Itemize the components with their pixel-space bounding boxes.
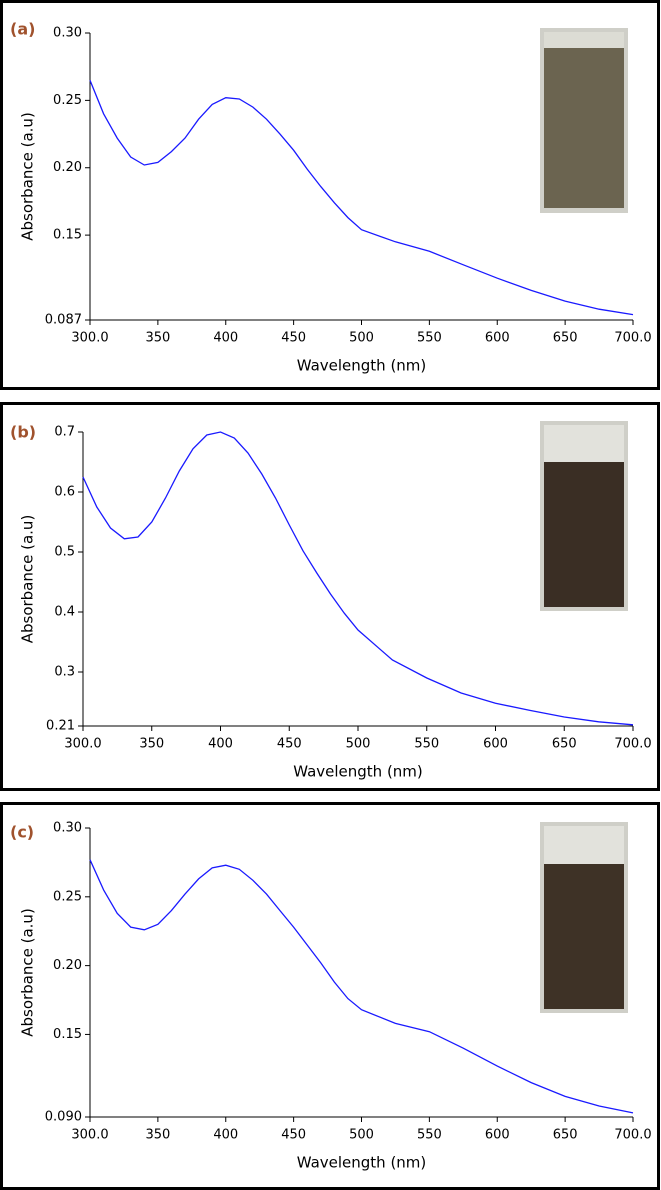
spectrum-line [89,859,634,1114]
x-tick-label: 400 [213,1128,238,1143]
y-tick-label: 0.30 [53,26,82,41]
y-tick-label: 0.4 [54,605,75,620]
y-tick-label: 0.087 [45,313,82,328]
x-tick-label: 650 [553,1128,578,1143]
x-tick-label: 550 [417,1128,442,1143]
y-tick-label: 0.20 [53,160,82,175]
x-tick-label: 350 [139,737,164,752]
x-tick-label: 300.0 [71,331,108,346]
x-axis-label: Wavelength (nm) [297,357,427,375]
y-tick-label: 0.25 [53,93,82,108]
x-tick-label: 650 [552,737,577,752]
panel-label: (b) [10,423,36,442]
x-tick-label: 300.0 [71,1128,108,1143]
y-axis-label: Absorbance (a.u) [19,112,37,241]
y-tick-label: 0.20 [53,958,82,973]
x-tick-label: 500 [346,737,371,752]
vial-photo [540,28,628,213]
x-axis-label: Wavelength (nm) [297,1154,427,1172]
x-tick-label: 600 [485,331,510,346]
panel-label: (a) [10,20,35,39]
x-tick-label: 600 [483,737,508,752]
spectrum-line [89,79,634,316]
panel-frame [0,0,660,390]
x-tick-label: 450 [281,1128,306,1143]
x-tick-label: 400 [208,737,233,752]
x-tick-label: 600 [485,1128,510,1143]
vial-photo [540,421,628,611]
y-tick-label: 0.25 [53,889,82,904]
x-tick-label: 700.0 [614,737,651,752]
panel-frame [0,402,660,791]
y-axis-label: Absorbance (a.u) [19,908,37,1037]
x-tick-label: 300.0 [64,737,101,752]
spectrum-line [82,431,634,726]
y-tick-label: 0.15 [53,1027,82,1042]
x-tick-label: 700.0 [614,331,651,346]
x-tick-label: 550 [417,331,442,346]
y-tick-label: 0.3 [54,665,75,680]
x-axis-label: Wavelength (nm) [293,763,423,781]
y-tick-label: 0.15 [53,228,82,243]
x-tick-label: 550 [414,737,439,752]
x-tick-label: 400 [213,331,238,346]
y-tick-label: 0.6 [54,485,75,500]
panel-frame [0,802,660,1190]
y-tick-label: 0.7 [54,425,75,440]
x-tick-label: 350 [145,331,170,346]
panel-label: (c) [10,823,34,842]
x-tick-label: 350 [145,1128,170,1143]
x-tick-label: 450 [277,737,302,752]
x-tick-label: 450 [281,331,306,346]
x-tick-label: 650 [553,331,578,346]
vial-photo [540,822,628,1013]
x-tick-label: 500 [349,1128,374,1143]
y-tick-label: 0.5 [54,545,75,560]
y-tick-label: 0.090 [45,1110,82,1125]
y-tick-label: 0.30 [53,821,82,836]
y-tick-label: 0.21 [46,719,75,734]
x-tick-label: 500 [349,331,374,346]
x-tick-label: 700.0 [614,1128,651,1143]
y-axis-label: Absorbance (a.u) [19,515,37,644]
